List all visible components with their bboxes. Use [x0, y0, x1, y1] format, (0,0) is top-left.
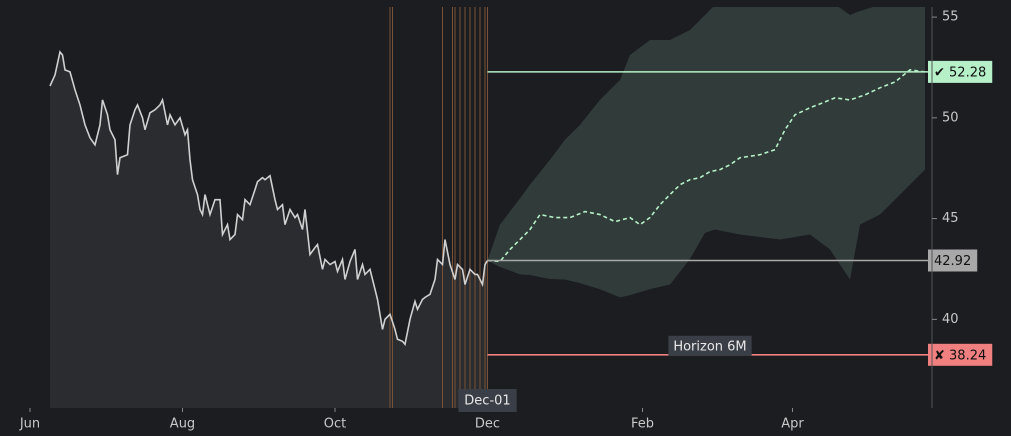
history-line: [49, 50, 489, 347]
start-label: Dec-01: [464, 394, 510, 409]
y-tick-label: 45: [942, 211, 959, 226]
level-label: ✔ 52.28: [934, 65, 986, 80]
x-tick-label: Oct: [324, 417, 346, 432]
forecast-line: [487, 69, 926, 263]
history-area: [50, 51, 488, 408]
x-tick-label: Apr: [781, 417, 804, 432]
level-label-box: [928, 343, 993, 366]
start-label-box: [458, 389, 517, 412]
x-tick-label: Jun: [19, 417, 40, 432]
y-tick-label: 55: [942, 10, 959, 25]
annotation: Horizon 6M: [673, 339, 746, 354]
level-label: ✘ 38.24: [934, 348, 986, 363]
plot-area: [49, 7, 926, 408]
annotation-box: [668, 335, 752, 356]
x-tick-label: Aug: [170, 417, 195, 432]
level-label-box: [928, 249, 978, 272]
y-tick-label: 40: [942, 312, 959, 327]
x-tick-label: Dec: [475, 417, 500, 432]
level-label: 42.92: [934, 254, 971, 269]
x-tick-label: Feb: [631, 417, 654, 432]
y-tick-label: 50: [942, 110, 959, 125]
level-label-box: [928, 60, 993, 83]
forecast-band: [487, 7, 925, 298]
